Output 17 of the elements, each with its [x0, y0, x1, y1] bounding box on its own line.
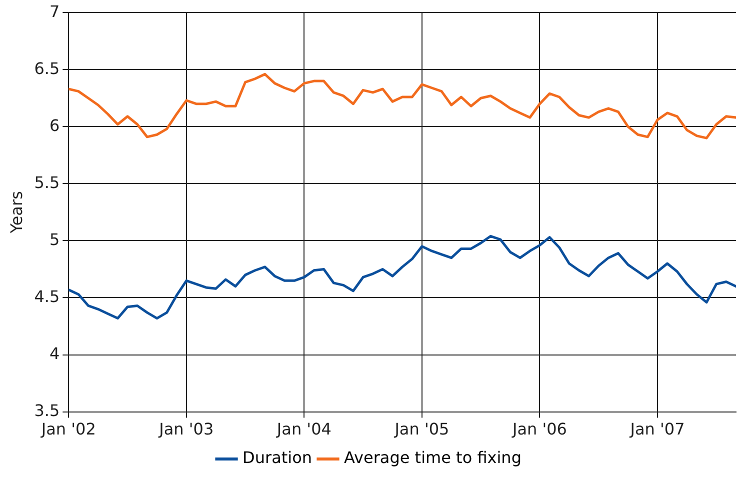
y-tick-label: 3.5 — [34, 400, 60, 420]
x-tick-label: Jan '05 — [394, 420, 450, 439]
y-axis-title: Years — [6, 191, 26, 234]
y-tick-label: 6.5 — [34, 58, 60, 78]
x-tick-label: Jan '02 — [40, 420, 96, 439]
y-tick-label: 5.5 — [34, 172, 60, 192]
y-tick-label: 6 — [49, 116, 60, 135]
x-tick-label: Jan '03 — [158, 420, 214, 439]
legend-label: Duration — [242, 448, 312, 468]
y-tick-label: 5 — [49, 230, 60, 249]
y-tick-label: 7 — [49, 2, 60, 21]
x-tick-label: Jan '04 — [276, 420, 332, 439]
x-tick-label: Jan '06 — [511, 420, 567, 439]
x-tick-label: Jan '07 — [629, 420, 685, 439]
legend-label: Average time to fixing — [344, 448, 522, 468]
y-tick-label: 4 — [49, 344, 60, 363]
y-tick-label: 4.5 — [34, 286, 60, 306]
